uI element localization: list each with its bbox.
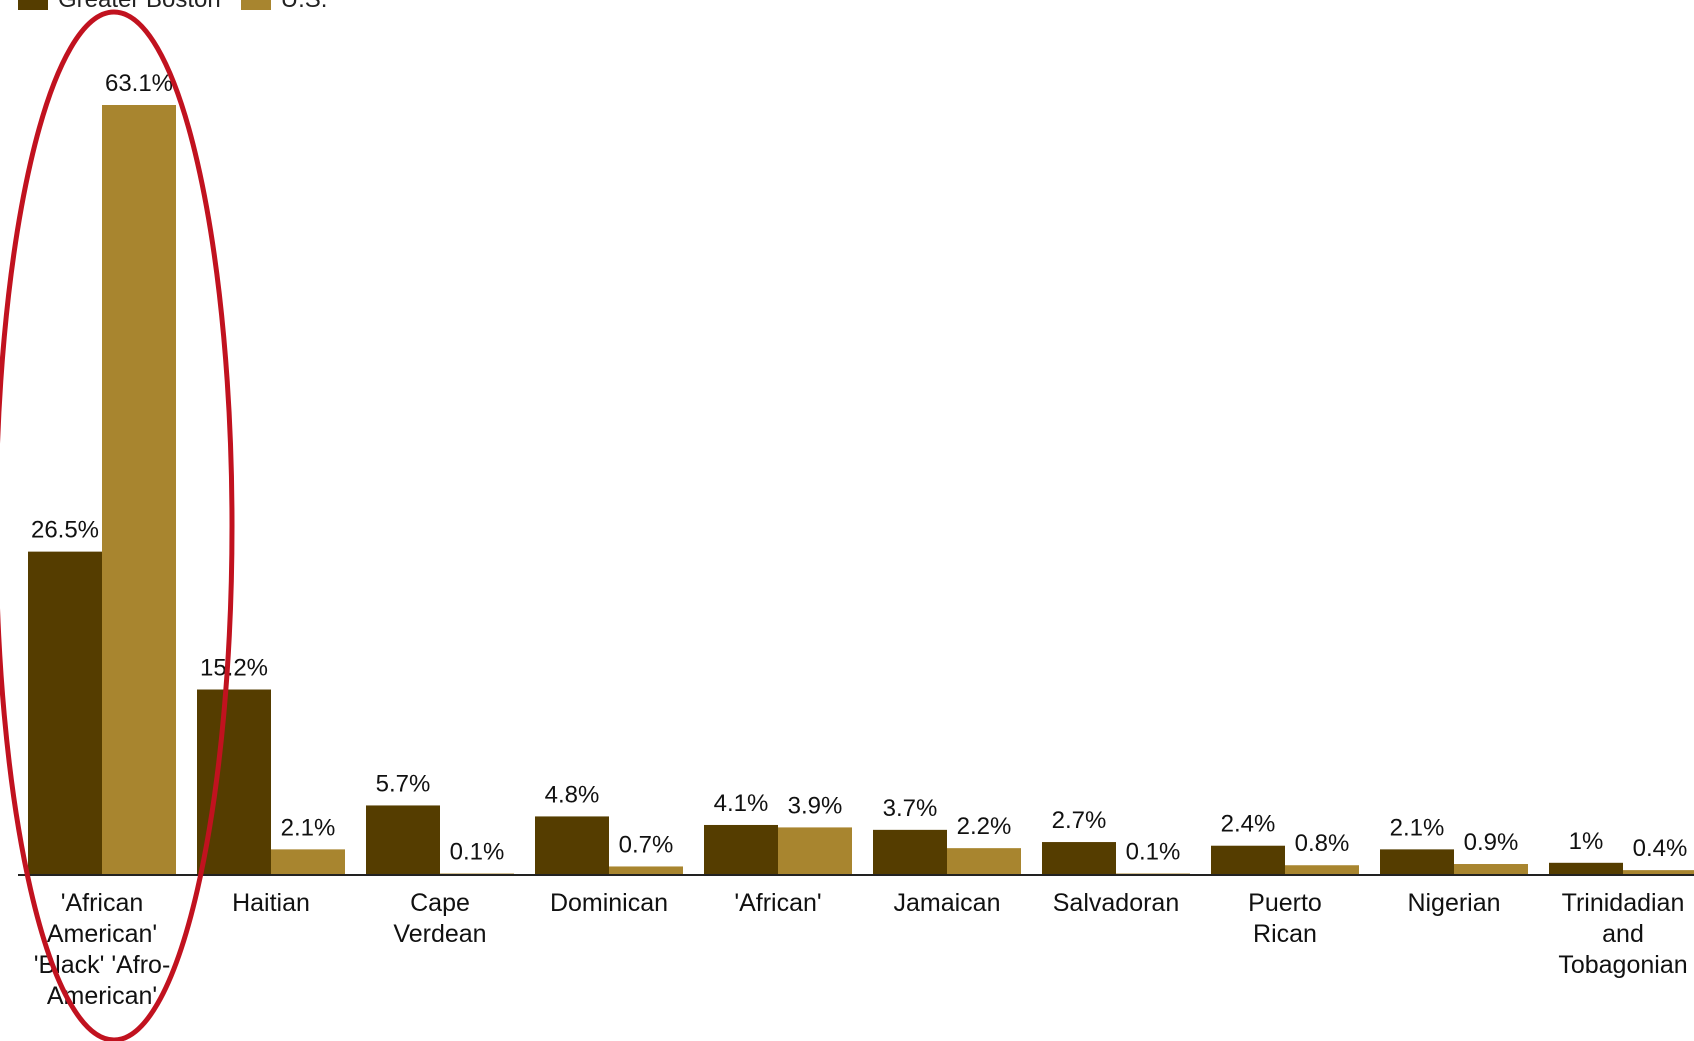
value-label-greater-boston-9: 1% — [1569, 828, 1604, 855]
bar-greater-boston-6 — [1042, 842, 1116, 875]
bar-greater-boston-3 — [535, 816, 609, 875]
category-label-1: Haitian — [232, 889, 310, 917]
category-label-2: Cape Verdean — [393, 889, 486, 948]
bar-us-5 — [947, 848, 1021, 875]
value-label-greater-boston-3: 4.8% — [545, 781, 600, 808]
value-label-us-5: 2.2% — [957, 813, 1012, 840]
bar-greater-boston-8 — [1380, 849, 1454, 875]
legend-swatch-us — [240, 0, 271, 10]
legend-swatch-greater-boston — [18, 0, 48, 10]
legend-item-us: U.S. — [240, 0, 328, 12]
value-label-greater-boston-2: 5.7% — [376, 770, 431, 797]
value-label-us-4: 3.9% — [788, 792, 843, 819]
bar-greater-boston-2 — [366, 805, 440, 875]
bar-us-4 — [778, 827, 852, 875]
category-label-4: 'African' — [734, 889, 821, 917]
value-label-us-7: 0.8% — [1295, 830, 1350, 857]
category-label-6: Salvadoran — [1053, 889, 1179, 917]
category-label-9: Trinidadian and Tobagonian — [1558, 889, 1687, 979]
value-label-us-0: 63.1% — [105, 70, 173, 97]
value-label-greater-boston-8: 2.1% — [1390, 814, 1445, 841]
category-label-5: Jamaican — [894, 889, 1001, 917]
bar-us-9 — [1623, 870, 1694, 875]
bar-us-1 — [271, 849, 345, 875]
bar-greater-boston-7 — [1211, 845, 1285, 875]
bar-greater-boston-9 — [1549, 862, 1623, 875]
bar-greater-boston-5 — [873, 829, 947, 875]
category-label-8: Nigerian — [1407, 889, 1500, 917]
value-label-greater-boston-1: 15.2% — [200, 655, 268, 682]
bar-greater-boston-0 — [28, 551, 102, 875]
category-label-0: 'African American' 'Black' 'Afro-American' — [34, 889, 171, 1010]
value-label-us-2: 0.1% — [450, 839, 505, 866]
legend-label-greater-boston: Greater Boston — [58, 0, 221, 12]
category-label-7: Puerto Rican — [1248, 889, 1322, 948]
chart-legend: Greater Boston U.S. — [18, 0, 327, 12]
value-label-greater-boston-0: 26.5% — [31, 517, 99, 544]
value-label-us-8: 0.9% — [1464, 829, 1519, 856]
legend-item-greater-boston: Greater Boston — [18, 0, 221, 12]
bar-us-3 — [609, 866, 683, 875]
legend-label-us: U.S. — [281, 0, 328, 12]
value-label-us-3: 0.7% — [619, 831, 674, 858]
value-label-greater-boston-4: 4.1% — [714, 790, 769, 817]
value-label-us-9: 0.4% — [1633, 835, 1688, 862]
value-label-us-6: 0.1% — [1126, 839, 1181, 866]
value-label-greater-boston-5: 3.7% — [883, 795, 938, 822]
annotation-ellipse — [0, 9, 235, 1041]
bar-us-0 — [102, 105, 176, 875]
value-label-greater-boston-6: 2.7% — [1052, 807, 1107, 834]
value-label-greater-boston-7: 2.4% — [1221, 811, 1276, 838]
category-label-3: Dominican — [550, 889, 668, 917]
bar-greater-boston-1 — [197, 689, 271, 875]
value-label-us-1: 2.1% — [281, 814, 336, 841]
bar-us-8 — [1454, 864, 1528, 875]
bar-greater-boston-4 — [704, 824, 778, 875]
bar-us-7 — [1285, 865, 1359, 875]
